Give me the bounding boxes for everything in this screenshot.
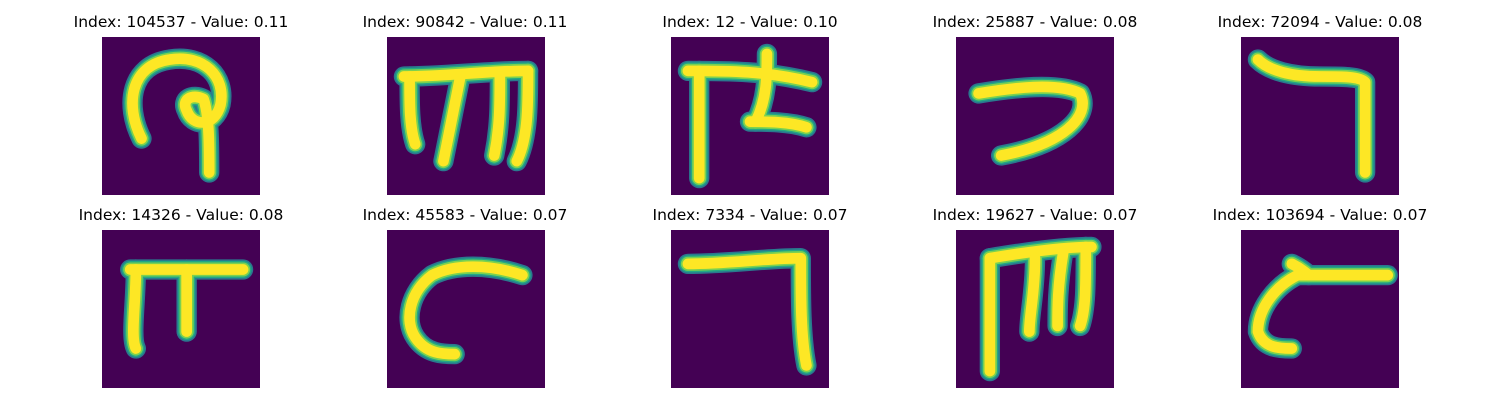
panel-5: Index: 72094 - Value: 0.08 (1178, 12, 1462, 202)
seven-shape-glyph (1241, 37, 1399, 195)
open-c-arc-glyph (387, 230, 545, 388)
panel-title: Index: 14326 - Value: 0.08 (78, 206, 284, 224)
loop-with-tail-glyph (102, 37, 260, 195)
panel-title: Index: 103694 - Value: 0.07 (1212, 206, 1428, 224)
c-with-bar-glyph (1241, 230, 1399, 388)
panel-title: Index: 90842 - Value: 0.11 (362, 13, 568, 31)
panel-9: Index: 19627 - Value: 0.07 (893, 205, 1177, 395)
hook-curve-glyph (956, 37, 1114, 195)
triple-leg-m-glyph (387, 37, 545, 195)
panel-title: Index: 104537 - Value: 0.11 (73, 13, 289, 31)
panel-3: Index: 12 - Value: 0.10 (608, 12, 892, 202)
panel-6: Index: 14326 - Value: 0.08 (39, 205, 323, 395)
triple-leg-m-glyph (956, 230, 1114, 388)
panel-2: Index: 90842 - Value: 0.11 (323, 12, 607, 202)
panel-4: Index: 25887 - Value: 0.08 (893, 12, 1177, 202)
panel-10: Index: 103694 - Value: 0.07 (1178, 205, 1462, 395)
cross-bar-two-leg-glyph (671, 37, 829, 195)
panel-title: Index: 19627 - Value: 0.07 (932, 206, 1138, 224)
panel-1: Index: 104537 - Value: 0.11 (39, 12, 323, 202)
panel-title: Index: 45583 - Value: 0.07 (362, 206, 568, 224)
panel-title: Index: 72094 - Value: 0.08 (1217, 13, 1423, 31)
pi-shape-glyph (102, 230, 260, 388)
panel-title: Index: 25887 - Value: 0.08 (932, 13, 1138, 31)
panel-title: Index: 7334 - Value: 0.07 (652, 206, 848, 224)
panel-7: Index: 45583 - Value: 0.07 (323, 205, 607, 395)
panel-title: Index: 12 - Value: 0.10 (662, 13, 838, 31)
right-angle-glyph (671, 230, 829, 388)
panel-8: Index: 7334 - Value: 0.07 (608, 205, 892, 395)
